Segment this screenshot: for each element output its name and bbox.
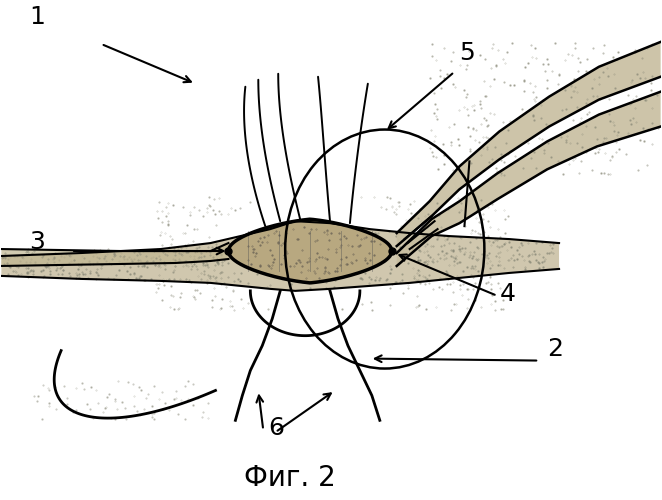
Polygon shape — [1, 243, 228, 266]
Text: 6: 6 — [268, 416, 284, 440]
Text: 3: 3 — [29, 230, 45, 254]
Text: 5: 5 — [459, 41, 475, 65]
Text: Фиг. 2: Фиг. 2 — [244, 464, 336, 492]
Text: 2: 2 — [547, 336, 563, 360]
Text: 4: 4 — [499, 282, 515, 306]
Polygon shape — [228, 219, 392, 283]
Text: 1: 1 — [29, 5, 45, 29]
Polygon shape — [397, 42, 661, 246]
Polygon shape — [397, 92, 661, 266]
Polygon shape — [1, 221, 559, 291]
